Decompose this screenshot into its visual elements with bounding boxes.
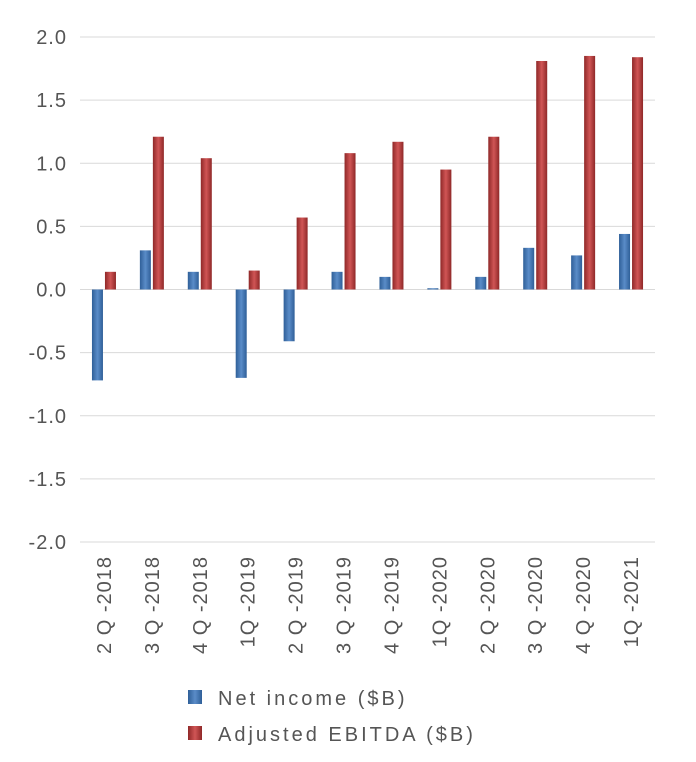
x-tick-label: 4 Q -2020 xyxy=(573,556,595,654)
x-tick-label: 2 Q -2019 xyxy=(286,556,308,654)
bar-net-income xyxy=(619,233,631,290)
x-tick-label: 3 Q -2020 xyxy=(525,556,547,654)
x-tick-label: 3 Q -2019 xyxy=(334,556,356,654)
x-tick-label: 1Q -2020 xyxy=(429,556,451,647)
bar-adjusted-ebitda xyxy=(104,271,116,290)
x-axis-ticks: 2 Q -2018 3 Q -2018 4 Q -2018 1Q -2019 2 Q -… xyxy=(94,556,643,654)
x-tick-label: 1Q -2021 xyxy=(621,556,643,647)
y-tick-label: 0.0 xyxy=(36,280,67,302)
y-tick-label: 1.0 xyxy=(36,153,67,175)
bar-net-income xyxy=(475,276,487,290)
bars xyxy=(91,55,644,381)
bar-adjusted-ebitda xyxy=(584,55,596,290)
gridlines xyxy=(80,36,655,543)
legend-swatch-net-income xyxy=(188,690,202,704)
x-tick-label: 3 Q -2018 xyxy=(142,556,164,654)
y-tick-label: -1.0 xyxy=(29,406,67,428)
bar-net-income xyxy=(283,289,295,342)
bar-adjusted-ebitda xyxy=(440,169,452,290)
x-tick-label: 1Q -2019 xyxy=(238,556,260,647)
y-axis-ticks: 2.0 1.5 1.0 0.5 0.0 -0.5 -1.0 -1.5 -2.0 xyxy=(29,27,67,554)
y-tick-label: -0.5 xyxy=(29,343,67,365)
bar-net-income xyxy=(187,271,199,290)
legend: Net income ($B) Adjusted EBITDA ($B) xyxy=(188,688,476,746)
legend-label-net-income: Net income ($B) xyxy=(218,688,408,710)
bar-adjusted-ebitda xyxy=(536,60,548,290)
x-tick-label: 4 Q -2018 xyxy=(190,556,212,654)
bar-adjusted-ebitda xyxy=(344,153,356,290)
bar-adjusted-ebitda xyxy=(488,136,500,290)
bar-adjusted-ebitda xyxy=(392,141,404,290)
y-tick-label: -2.0 xyxy=(29,532,67,554)
bar-adjusted-ebitda xyxy=(152,136,164,290)
legend-label-adjusted-ebitda: Adjusted EBITDA ($B) xyxy=(218,724,476,746)
bar-net-income xyxy=(523,247,535,290)
bar-net-income xyxy=(427,288,439,290)
legend-swatch-adjusted-ebitda xyxy=(188,726,202,740)
bar-net-income xyxy=(331,271,343,290)
bar-net-income xyxy=(91,289,103,381)
bar-adjusted-ebitda xyxy=(296,217,308,290)
bar-net-income xyxy=(235,289,247,378)
bar-net-income xyxy=(379,276,391,290)
y-tick-label: 0.5 xyxy=(36,216,67,238)
bar-adjusted-ebitda xyxy=(200,158,212,290)
bar-net-income xyxy=(139,250,151,290)
y-tick-label: 1.5 xyxy=(36,90,67,112)
bar-adjusted-ebitda xyxy=(632,57,644,290)
x-tick-label: 2 Q -2020 xyxy=(477,556,499,654)
bar-adjusted-ebitda xyxy=(248,270,260,290)
bar-net-income xyxy=(571,255,583,290)
x-tick-label: 2 Q -2018 xyxy=(94,556,116,654)
y-tick-label: 2.0 xyxy=(36,27,67,49)
y-tick-label: -1.5 xyxy=(29,469,67,491)
x-tick-label: 4 Q -2019 xyxy=(381,556,403,654)
